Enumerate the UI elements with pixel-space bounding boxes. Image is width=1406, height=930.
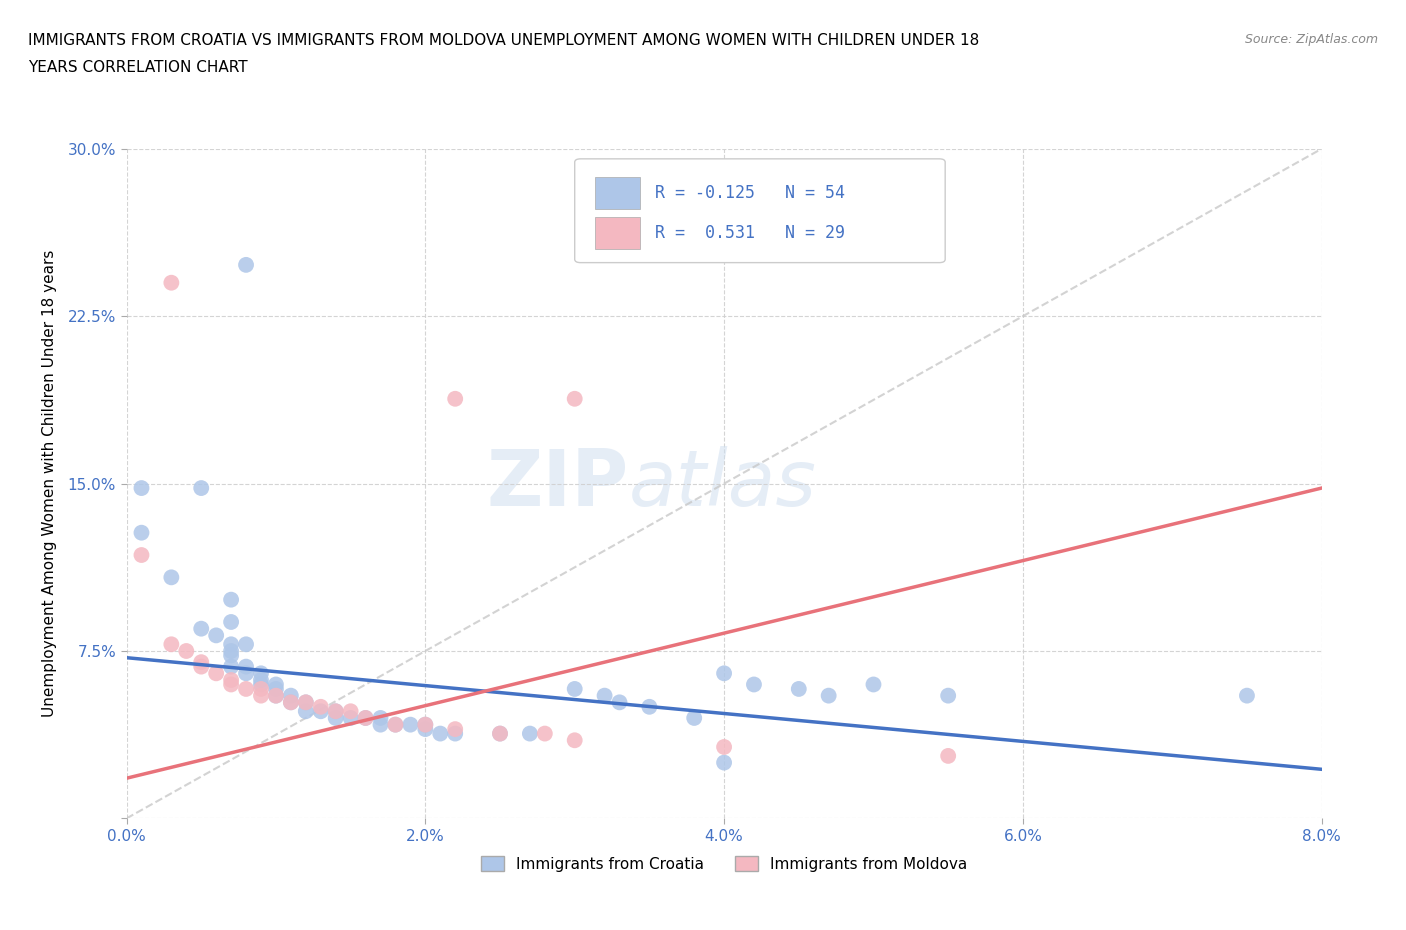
Point (280, 695, 302, 710)
Point (264, 677, 287, 692)
Point (413, 717, 436, 732)
Point (219, 677, 242, 692)
FancyBboxPatch shape (575, 159, 945, 262)
Point (638, 699, 661, 714)
Point (250, 682, 273, 697)
Point (325, 704, 347, 719)
Point (519, 726, 541, 741)
Point (429, 726, 451, 741)
Point (235, 682, 257, 697)
Point (264, 688, 287, 703)
Point (235, 258, 257, 272)
Point (444, 722, 467, 737)
Point (489, 726, 512, 741)
Point (294, 695, 316, 710)
Text: IMMIGRANTS FROM CROATIA VS IMMIGRANTS FROM MOLDOVA UNEMPLOYMENT AMONG WOMEN WITH: IMMIGRANTS FROM CROATIA VS IMMIGRANTS FR… (28, 33, 980, 47)
Point (235, 666, 257, 681)
Text: Source: ZipAtlas.com: Source: ZipAtlas.com (1244, 33, 1378, 46)
Point (742, 677, 765, 692)
Point (219, 659, 242, 674)
Point (936, 688, 959, 703)
Text: R = -0.125   N = 54: R = -0.125 N = 54 (655, 184, 845, 202)
Text: R =  0.531   N = 29: R = 0.531 N = 29 (655, 224, 845, 242)
Point (174, 644, 197, 658)
Point (219, 672, 242, 687)
Point (190, 655, 212, 670)
Point (190, 621, 212, 636)
Point (370, 711, 392, 725)
Point (489, 726, 512, 741)
Point (339, 711, 361, 725)
Point (131, 481, 153, 496)
Point (384, 717, 406, 732)
Point (294, 704, 316, 719)
Point (219, 592, 242, 607)
Point (190, 659, 212, 674)
Point (250, 672, 273, 687)
Point (384, 717, 406, 732)
Point (131, 548, 153, 563)
Point (399, 717, 422, 732)
Point (264, 688, 287, 703)
Point (444, 726, 467, 741)
Point (219, 648, 242, 663)
Point (309, 704, 332, 719)
Point (593, 688, 616, 703)
Point (533, 726, 555, 741)
Point (354, 711, 377, 725)
Text: ZIP: ZIP (486, 445, 628, 522)
Point (713, 666, 735, 681)
Point (235, 637, 257, 652)
Point (131, 525, 153, 540)
Point (280, 695, 302, 710)
Point (250, 677, 273, 692)
Point (219, 644, 242, 658)
Point (862, 677, 884, 692)
FancyBboxPatch shape (595, 177, 640, 209)
Point (564, 682, 586, 697)
Point (219, 615, 242, 630)
Point (936, 749, 959, 764)
Point (413, 722, 436, 737)
Y-axis label: Unemployment Among Women with Children Under 18 years: Unemployment Among Women with Children U… (42, 250, 56, 717)
Point (683, 711, 706, 725)
Point (787, 682, 810, 697)
Point (294, 695, 316, 710)
Point (235, 659, 257, 674)
FancyBboxPatch shape (595, 217, 640, 249)
Point (325, 711, 347, 725)
Point (817, 688, 839, 703)
Legend: Immigrants from Croatia, Immigrants from Moldova: Immigrants from Croatia, Immigrants from… (475, 849, 973, 878)
Point (160, 637, 183, 652)
Point (205, 666, 228, 681)
Point (250, 666, 273, 681)
Point (609, 695, 631, 710)
Point (309, 699, 332, 714)
Point (264, 682, 287, 697)
Point (190, 481, 212, 496)
Point (713, 739, 735, 754)
Point (354, 711, 377, 725)
Point (160, 275, 183, 290)
Point (160, 570, 183, 585)
Point (250, 688, 273, 703)
Point (205, 628, 228, 643)
Point (444, 392, 467, 406)
Point (413, 717, 436, 732)
Text: YEARS CORRELATION CHART: YEARS CORRELATION CHART (28, 60, 247, 75)
Point (370, 717, 392, 732)
Point (1236, 688, 1258, 703)
Point (713, 755, 735, 770)
Point (280, 688, 302, 703)
Point (564, 392, 586, 406)
Point (325, 704, 347, 719)
Point (564, 733, 586, 748)
Text: atlas: atlas (628, 445, 817, 522)
Point (219, 637, 242, 652)
Point (339, 704, 361, 719)
